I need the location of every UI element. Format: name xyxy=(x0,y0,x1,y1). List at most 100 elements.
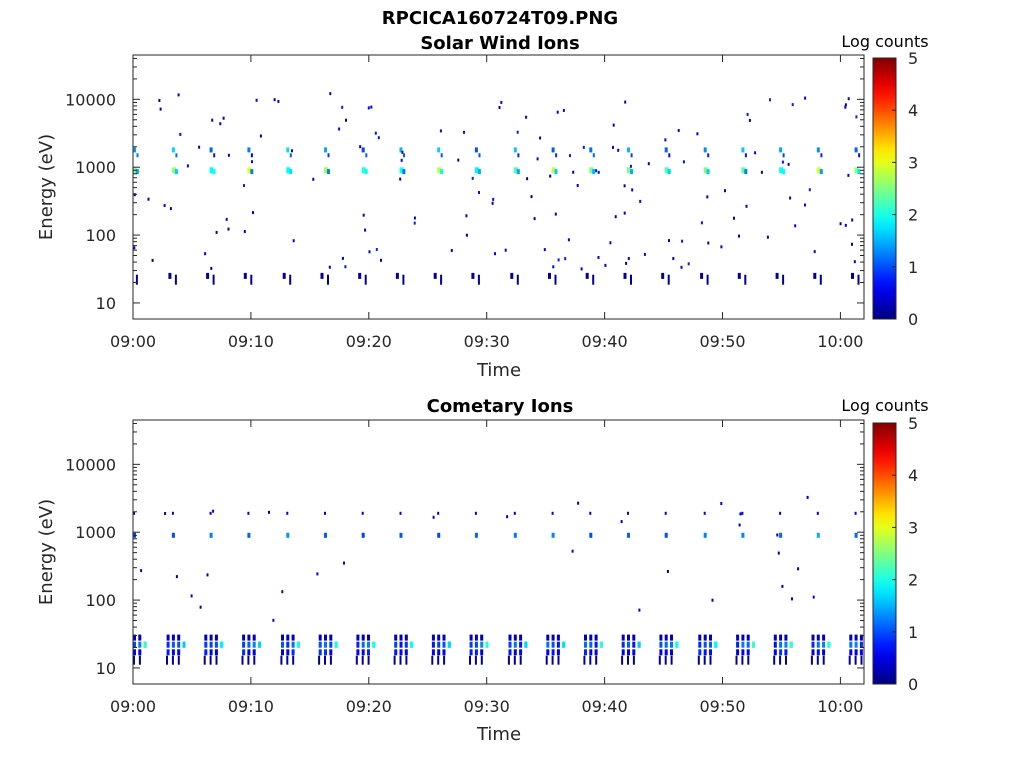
spectrogram-cell xyxy=(432,515,435,519)
spectrogram-cell xyxy=(504,248,507,252)
spectrogram-cell xyxy=(206,272,210,279)
spectrogram-cell xyxy=(255,98,258,102)
x-tick-label: 10:00 xyxy=(817,697,863,716)
spectrogram-cell xyxy=(474,532,478,538)
spectrogram-cell xyxy=(268,510,270,514)
spectrogram-cell xyxy=(431,655,434,665)
spectrogram-cell xyxy=(632,655,635,665)
spectrogram-cell xyxy=(791,597,793,601)
spectrogram-cell xyxy=(437,634,441,641)
spectrogram-cell xyxy=(597,256,600,259)
spectrogram-cell xyxy=(442,634,446,641)
colorbar-tick-label: 0 xyxy=(908,310,918,329)
spectrogram-cell xyxy=(377,136,380,140)
spectrogram-cell xyxy=(253,655,256,665)
spectrogram-cell xyxy=(813,250,816,254)
spectrogram-cell xyxy=(318,634,322,641)
spectrogram-cell xyxy=(143,641,147,648)
spectrogram-cell xyxy=(399,655,402,665)
spectrogram-cell xyxy=(664,655,667,665)
spectrogram-cell xyxy=(242,641,246,648)
spectrogram-cell xyxy=(437,532,441,538)
spectrogram-cell xyxy=(329,655,332,665)
spectrogram-cell xyxy=(439,129,442,133)
x-axis-label: Time xyxy=(476,724,521,745)
spectrogram-cell xyxy=(247,641,251,648)
spectrogram-cell xyxy=(166,641,170,648)
spectrogram-cell xyxy=(209,532,213,538)
spectrogram-cell xyxy=(168,272,172,279)
spectrogram-cell xyxy=(281,641,284,648)
plot-frame xyxy=(132,419,865,685)
spectrogram-cell xyxy=(854,641,858,648)
panel-title: Cometary Ions xyxy=(427,396,574,417)
spectrogram-cell xyxy=(166,634,170,641)
spectrogram-cell xyxy=(296,641,300,648)
spectrogram-cell xyxy=(361,511,364,515)
spectrogram-cell xyxy=(682,160,685,164)
spectrogram-cell xyxy=(247,532,251,538)
spectrogram-cell xyxy=(659,641,663,648)
spectrogram-cell xyxy=(361,167,366,174)
spectrogram-cell xyxy=(617,148,620,152)
spectrogram-cell xyxy=(776,533,779,537)
spectrogram-cell xyxy=(367,655,370,665)
spectrogram-cell xyxy=(440,274,443,285)
spectrogram-cell xyxy=(508,641,512,648)
spectrogram-cell xyxy=(437,649,441,656)
spectrogram-cell xyxy=(720,245,723,249)
spectrogram-cell xyxy=(735,655,738,665)
spectrogram-cell xyxy=(258,641,261,648)
x-tick-label: 10:00 xyxy=(817,332,863,351)
spectrogram-cell xyxy=(554,274,557,285)
spectrogram-cell xyxy=(746,649,750,656)
spectrogram-cell xyxy=(281,634,284,641)
spectrogram-cell xyxy=(286,649,290,656)
spectrogram-cell xyxy=(399,147,403,153)
spectrogram-cell xyxy=(437,147,441,153)
spectrogram-cell xyxy=(851,218,854,222)
spectrogram-cell xyxy=(442,641,446,648)
spectrogram-cell xyxy=(286,641,290,648)
spectrogram-cell xyxy=(854,649,858,656)
spectrogram-cell xyxy=(736,634,740,641)
spectrogram-cell xyxy=(629,164,632,168)
spectrogram-cell xyxy=(638,608,641,612)
y-axis: 10 100 1000 10000 xyxy=(65,57,864,313)
spectrogram-cell xyxy=(623,211,626,215)
spectrogram-cell xyxy=(664,532,668,538)
spectrogram-cell xyxy=(358,272,362,279)
spectrogram-cell xyxy=(589,167,594,174)
spectrogram-cell xyxy=(664,167,669,174)
spectrogram-cell xyxy=(281,649,284,656)
spectrogram-cell xyxy=(554,169,558,175)
spectrogram-cell xyxy=(627,257,630,260)
spectrogram-cell xyxy=(171,511,174,515)
spectrogram-cell xyxy=(329,649,333,656)
spectrogram-cell xyxy=(706,169,710,175)
spectrogram-cell xyxy=(399,634,403,641)
spectrogram-cell xyxy=(707,241,710,245)
spectrogram-cell xyxy=(620,520,623,524)
spectrogram-cell xyxy=(698,649,702,656)
spectrogram-cell xyxy=(198,145,201,149)
spectrogram-cell xyxy=(241,655,244,665)
x-tick-label: 09:00 xyxy=(110,697,156,716)
spectrogram-cell xyxy=(782,153,785,158)
spectrogram-cell xyxy=(469,649,473,656)
spectrogram-cell xyxy=(403,153,405,158)
spectrogram-cell xyxy=(291,149,293,153)
spectrogram-cell xyxy=(797,567,800,571)
spectrogram-cell xyxy=(361,655,364,665)
spectrogram-cell xyxy=(670,634,673,641)
spectrogram-cell xyxy=(784,649,788,656)
spectrogram-cell xyxy=(169,207,172,211)
spectrogram-cell xyxy=(324,532,327,538)
spectrogram-cell xyxy=(225,217,228,221)
spectrogram-cell xyxy=(670,641,673,648)
spectrogram-cell xyxy=(457,158,460,162)
spectrogram-cell xyxy=(746,641,750,648)
spectrogram-cell xyxy=(627,167,631,174)
spectrogram-cell xyxy=(163,204,166,207)
